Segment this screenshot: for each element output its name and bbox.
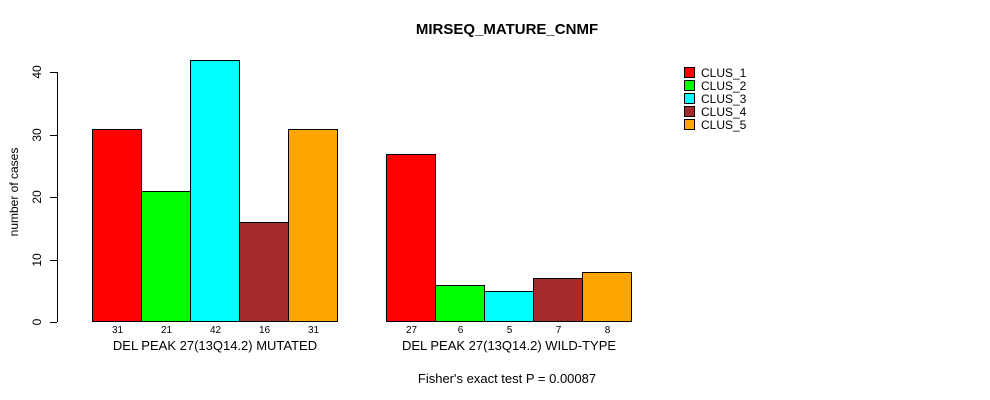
legend-item-clus_5: CLUS_5: [684, 117, 747, 132]
bar-clus_2-group1: [141, 191, 191, 322]
bar-clus_3-group2: [484, 291, 534, 322]
legend-item-clus_4: CLUS_4: [684, 104, 747, 119]
footnote-text: Fisher's exact test P = 0.00087: [417, 371, 597, 386]
legend-swatch: [684, 119, 695, 130]
y-tick-label: 0: [30, 318, 44, 326]
legend-item-clus_1: CLUS_1: [684, 65, 747, 80]
bar-clus_5-group1: [288, 129, 338, 322]
legend-swatch: [684, 67, 695, 78]
legend-item-clus_2: CLUS_2: [684, 78, 747, 93]
y-tick-label: 40: [30, 65, 44, 80]
bar-value-label: 31: [307, 325, 320, 336]
legend-swatch: [684, 106, 695, 117]
legend-item-clus_3: CLUS_3: [684, 91, 747, 106]
y-tick: [50, 134, 57, 136]
y-tick: [50, 72, 57, 74]
chart-title: MIRSEQ_MATURE_CNMF: [415, 21, 599, 38]
legend-swatch: [684, 93, 695, 104]
bar-clus_1-group1: [92, 129, 142, 322]
x-group-label: DEL PEAK 27(13Q14.2) WILD-TYPE: [401, 338, 617, 353]
x-group-label: DEL PEAK 27(13Q14.2) MUTATED: [112, 338, 318, 353]
bar-clus_2-group2: [435, 285, 485, 322]
legend-label: CLUS_4: [701, 104, 747, 119]
legend-swatch: [684, 80, 695, 91]
bar-clus_1-group2: [386, 154, 436, 322]
bar-value-label: 8: [604, 325, 611, 336]
bar-value-label: 5: [506, 325, 513, 336]
bar-value-label: 6: [457, 325, 464, 336]
bar-value-label: 31: [111, 325, 124, 336]
bar-value-label: 42: [209, 325, 222, 336]
bar-clus_5-group2: [582, 272, 632, 322]
bar-value-label: 21: [160, 325, 173, 336]
bar-clus_4-group1: [239, 222, 289, 322]
y-tick: [50, 259, 57, 261]
bar-clus_4-group2: [533, 278, 583, 322]
y-tick-label: 30: [30, 128, 44, 142]
legend-label: CLUS_2: [701, 78, 747, 93]
legend-label: CLUS_1: [701, 65, 747, 80]
bar-value-label: 27: [405, 325, 418, 336]
legend-label: CLUS_5: [701, 117, 747, 132]
y-axis-line: [57, 72, 58, 322]
bar-value-label: 7: [555, 325, 562, 336]
y-tick-label: 20: [30, 190, 44, 204]
legend: CLUS_1 CLUS_2 CLUS_3 CLUS_4 CLUS_5: [684, 65, 747, 132]
y-tick: [50, 197, 57, 199]
y-axis-label: number of cases: [7, 147, 21, 237]
y-tick: [50, 322, 57, 323]
bar-value-label: 16: [258, 325, 271, 336]
legend-label: CLUS_3: [701, 91, 747, 106]
bar-clus_3-group1: [190, 60, 240, 322]
y-tick-label: 10: [30, 252, 44, 267]
